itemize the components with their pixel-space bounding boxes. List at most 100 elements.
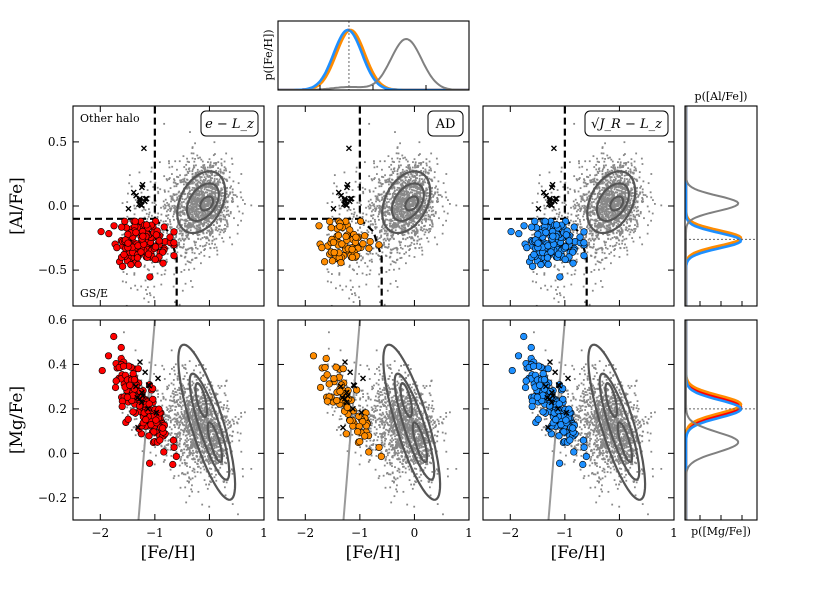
background-point: [416, 207, 419, 210]
background-point: [400, 183, 403, 186]
background-point: [191, 176, 194, 179]
background-point: [403, 233, 406, 236]
background-point: [217, 208, 220, 211]
background-point: [390, 168, 393, 171]
background-point: [419, 194, 422, 197]
background-point: [620, 231, 622, 233]
background-point: [625, 174, 628, 176]
background-point: [162, 200, 165, 203]
background-point: [432, 194, 435, 197]
background-point: [382, 176, 385, 179]
background-point: [577, 204, 579, 207]
background-point: [401, 168, 404, 171]
background-point: [632, 215, 635, 218]
background-point: [211, 242, 214, 245]
background-point: [220, 220, 222, 223]
background-point: [400, 209, 403, 212]
background-point: [213, 215, 216, 217]
background-point: [455, 204, 458, 207]
background-point: [208, 184, 211, 187]
background-point: [435, 185, 437, 188]
background-point: [391, 236, 393, 239]
background-point: [400, 207, 403, 210]
background-point: [193, 241, 196, 244]
background-point: [407, 194, 410, 197]
background-point: [197, 228, 200, 231]
background-point: [430, 207, 433, 210]
background-point: [635, 207, 638, 210]
background-point: [192, 233, 194, 236]
background-point: [623, 203, 626, 205]
background-point: [618, 229, 621, 232]
background-point: [415, 199, 417, 202]
density-contour: [390, 182, 425, 222]
background-point: [614, 179, 616, 182]
background-point: [406, 187, 409, 189]
background-point: [202, 207, 205, 210]
gse-point: [159, 259, 167, 267]
background-point: [617, 200, 620, 203]
background-point: [408, 206, 411, 209]
background-point: [641, 163, 644, 165]
background-point: [610, 189, 613, 192]
background-point: [207, 161, 209, 164]
background-point: [412, 176, 415, 178]
background-point: [221, 237, 224, 239]
background-point: [203, 249, 206, 252]
background-point: [200, 187, 202, 190]
panel-top-middle: [277, 105, 470, 307]
background-point: [394, 204, 397, 207]
background-point: [630, 189, 632, 192]
background-point: [633, 160, 636, 163]
background-point: [405, 158, 408, 161]
background-point: [409, 198, 412, 201]
background-point: [586, 196, 589, 199]
background-point: [179, 232, 182, 235]
background-point: [351, 293, 353, 296]
background-point: [185, 186, 188, 189]
background-point: [607, 226, 610, 229]
background-point: [374, 220, 377, 223]
background-point: [198, 175, 201, 178]
background-point: [231, 191, 234, 194]
background-point: [210, 199, 212, 202]
background-point: [594, 222, 597, 225]
background-point: [201, 187, 204, 189]
background-point: [196, 182, 199, 184]
background-point: [429, 216, 432, 219]
background-point: [218, 225, 220, 228]
background-point: [378, 273, 381, 276]
background-point: [404, 156, 406, 159]
background-point: [214, 198, 216, 201]
background-point: [213, 224, 215, 226]
background-point: [171, 198, 174, 201]
background-point: [400, 186, 403, 189]
background-point: [397, 200, 400, 203]
background-point: [613, 249, 616, 252]
background-point: [626, 222, 629, 225]
background-point: [421, 229, 424, 232]
background-point: [624, 186, 627, 189]
background-point: [422, 170, 425, 173]
background-point: [401, 203, 403, 205]
background-point: [633, 177, 636, 180]
background-point: [583, 204, 586, 207]
background-point: [598, 213, 601, 216]
background-point: [167, 208, 170, 211]
background-point: [419, 207, 422, 210]
gse-point: [160, 223, 168, 231]
cross-marker: [143, 195, 150, 202]
background-point: [621, 205, 624, 207]
background-point: [376, 236, 379, 238]
background-point: [196, 201, 199, 204]
background-point: [169, 187, 172, 190]
background-point: [595, 173, 598, 176]
background-point: [399, 215, 402, 218]
background-point: [221, 182, 224, 184]
background-point: [423, 200, 426, 202]
background-point: [199, 220, 202, 223]
gse-point: [133, 254, 142, 262]
background-point: [617, 218, 619, 220]
background-point: [628, 190, 631, 193]
background-point: [642, 180, 645, 183]
